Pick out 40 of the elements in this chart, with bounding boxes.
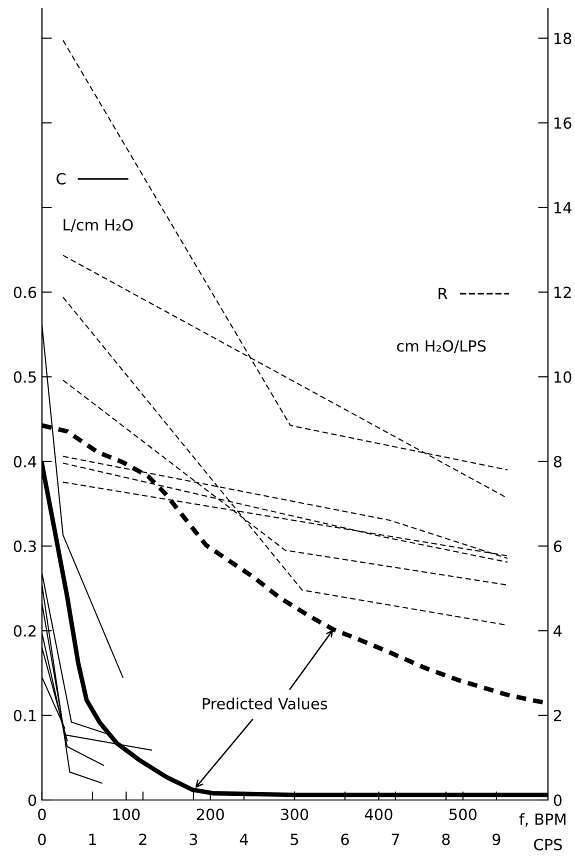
legend-label: C [56,172,66,185]
y2-tick-label: 4 [554,625,562,637]
x2-tick-label: 9 [492,834,500,846]
y2-tick-label: 0 [554,794,562,806]
y2-tick-label: 10 [554,371,572,383]
x-tick-label: 100 [113,808,140,820]
y2-tick-label: 2 [554,710,562,722]
x2-tick-label: 2 [139,834,146,845]
x-tick-label: 500 [450,808,477,820]
x2-tick-label: 1 [89,834,96,845]
annotation: Predicted Values [202,698,328,710]
x2-tick-label: 7 [392,834,400,845]
y-tick-label: 0.6 [14,286,36,298]
x-tick-label: 400 [364,808,392,820]
x2-tick-label: 8 [442,834,450,846]
y-tick-label: 0.5 [14,371,36,383]
y-tick-label: 0.1 [14,710,36,722]
y-tick-label: 0.3 [14,540,36,552]
x2-tick-label: 6 [341,834,349,846]
y2-tick-label: 12 [554,286,571,298]
x-axis-title: f, BPM [519,813,566,827]
y2-tick-label: 14 [554,202,572,214]
x-tick-label: 0 [38,808,46,820]
x-tick-label: 200 [196,808,224,820]
y2-tick-label: 18 [554,32,572,44]
x-tick-label: 300 [281,808,308,820]
y-tick-label: 0.2 [14,625,36,637]
x2-tick-label: 3 [190,834,198,846]
y2-tick-label: 6 [554,540,562,552]
x2-tick-label: 0 [38,834,46,846]
x2-tick-label: 4 [240,834,248,845]
y2-tick-label: 8 [554,456,562,468]
y2-axis-title: cm H₂O/LPS [397,340,486,353]
x2-tick-label: 5 [290,834,298,846]
y-axis-title: L/cm H₂O [64,219,133,232]
x2-axis-title: CPS [534,838,562,850]
legend-label: R [438,288,448,300]
y2-tick-label: 16 [554,117,572,129]
y-tick-label: 0 [28,794,36,806]
y-tick-label: 0.4 [14,456,36,468]
